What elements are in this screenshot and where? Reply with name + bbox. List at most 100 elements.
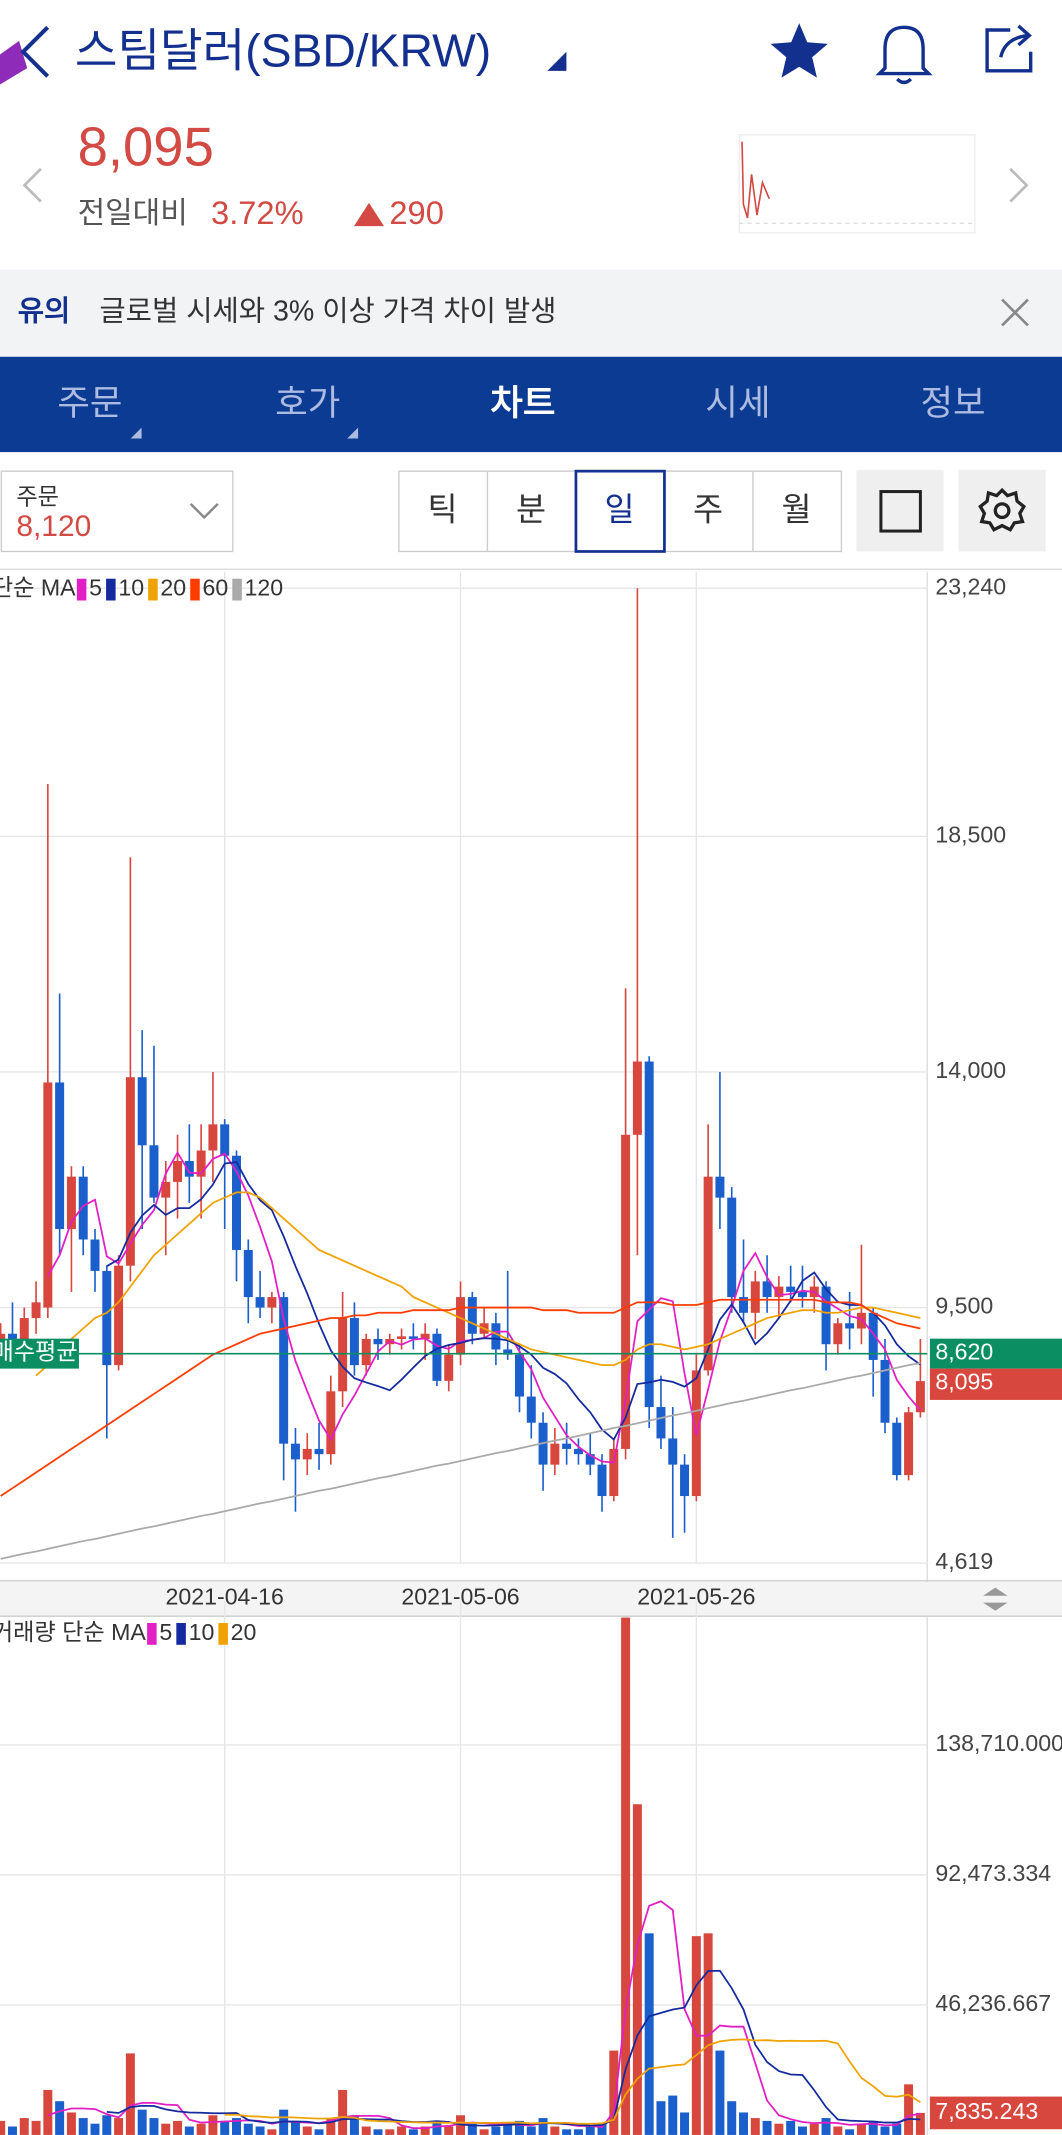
next-coin[interactable] <box>1009 167 1029 203</box>
volume-bar <box>232 2118 241 2135</box>
ma-line <box>224 2038 921 2125</box>
candle-body <box>680 1464 690 1497</box>
tab[interactable]: 시세 <box>705 384 770 423</box>
order-chevron <box>189 502 219 520</box>
volume-bar <box>915 2112 925 2135</box>
last-volume-box <box>929 2096 1062 2130</box>
candle-body <box>503 1349 513 1355</box>
volume-bar <box>786 2120 796 2135</box>
candle-body <box>279 1297 289 1444</box>
tab-active[interactable]: 차트 <box>490 384 555 423</box>
candle-body <box>526 1396 536 1423</box>
back-button[interactable] <box>20 25 50 78</box>
volume-bar <box>43 2089 53 2135</box>
share-icon[interactable] <box>985 24 1033 73</box>
bell-icon[interactable] <box>875 25 933 85</box>
candle-body <box>609 1448 619 1497</box>
tab[interactable]: 주문 <box>57 384 122 423</box>
period-selected <box>574 469 666 553</box>
favorite-star[interactable] <box>770 23 828 78</box>
period-button[interactable]: 월 <box>781 491 811 528</box>
ma-line <box>106 1969 921 2127</box>
candle-body <box>644 1061 654 1408</box>
volume-bar <box>173 2120 183 2135</box>
candle-body <box>762 1281 772 1298</box>
ma-line <box>106 1161 921 1441</box>
legend-entry: 10 <box>189 1619 215 1645</box>
pane-resizer[interactable] <box>983 1587 1008 1611</box>
avg-price-label: 8,620 <box>935 1339 993 1365</box>
volume-bar <box>373 2129 383 2135</box>
candle-body <box>632 1061 642 1135</box>
legend-entry: 5 <box>89 575 102 601</box>
legend-swatch <box>218 1623 228 1645</box>
candle-body <box>491 1323 501 1350</box>
last-price-box <box>929 1368 1062 1400</box>
candle-body <box>562 1443 572 1449</box>
volume-bar <box>90 2123 100 2135</box>
y-tick-label: 92,473.334 <box>935 1860 1051 1886</box>
avg-name-box <box>0 1338 79 1369</box>
volume-bar <box>703 1933 713 2135</box>
legend-entry: 5 <box>159 1619 172 1645</box>
candle-body <box>797 1291 807 1298</box>
candle-body <box>19 1318 29 1345</box>
candle-body <box>302 1448 312 1460</box>
title: 스팀달러(SBD/KRW) <box>75 25 491 77</box>
volume-bar <box>149 2118 159 2135</box>
legend-swatch <box>190 578 200 601</box>
candle-body <box>739 1297 749 1313</box>
change-label: 전일대비 <box>78 197 188 230</box>
tab[interactable]: 정보 <box>921 384 986 423</box>
volume-bar <box>161 2123 171 2135</box>
ma-line <box>0 1298 921 1497</box>
candle-body <box>349 1318 359 1366</box>
candle-body <box>78 1176 88 1240</box>
volume-bar <box>55 2101 65 2135</box>
volume-bar <box>644 1933 654 2135</box>
settings-button[interactable] <box>958 469 1046 552</box>
period-button[interactable]: 일 <box>604 491 634 528</box>
order-box[interactable] <box>0 470 234 553</box>
legend-entry: 20 <box>160 575 186 601</box>
candle-body <box>161 1181 171 1198</box>
volume-bar <box>78 2118 88 2135</box>
candle-body <box>149 1145 159 1198</box>
candle-body <box>727 1197 737 1298</box>
volume-bar <box>526 2126 536 2135</box>
volume-bar <box>338 2089 348 2135</box>
candle-body <box>915 1381 925 1413</box>
volume-bar <box>361 2126 371 2135</box>
volume-bar <box>385 2129 395 2135</box>
legend-swatch <box>176 1623 186 1645</box>
candle-body <box>420 1333 430 1339</box>
volume-bar <box>137 2109 147 2135</box>
period-button[interactable]: 분 <box>516 491 546 528</box>
sparkline <box>741 141 771 219</box>
candle-body <box>432 1333 442 1381</box>
y-tick-label: 18,500 <box>935 822 1006 848</box>
layout-button[interactable] <box>856 469 944 552</box>
candle-body <box>573 1448 583 1455</box>
volume-bar <box>774 2123 784 2135</box>
volume-bar <box>656 2101 666 2135</box>
volume-bar <box>479 2129 489 2135</box>
notice-close[interactable] <box>1001 298 1029 327</box>
volume-bar <box>349 2115 359 2135</box>
period-button[interactable]: 틱 <box>427 491 457 528</box>
volume-bar <box>892 2123 902 2135</box>
candle-body <box>856 1312 866 1329</box>
volume-bar <box>809 2123 819 2135</box>
candle-body <box>585 1454 595 1465</box>
candle-body <box>845 1323 855 1329</box>
volume-bar <box>7 2126 17 2135</box>
period-button[interactable]: 주 <box>693 491 723 528</box>
volume-bar <box>668 2095 678 2135</box>
tab[interactable]: 호가 <box>275 384 340 423</box>
candle-body <box>597 1464 607 1497</box>
prev-coin[interactable] <box>22 167 42 203</box>
legend-label: 거래량 단순 MA <box>0 1619 146 1645</box>
candle-body <box>656 1407 666 1439</box>
candle-body <box>774 1286 784 1298</box>
volume-bar <box>562 2129 572 2135</box>
